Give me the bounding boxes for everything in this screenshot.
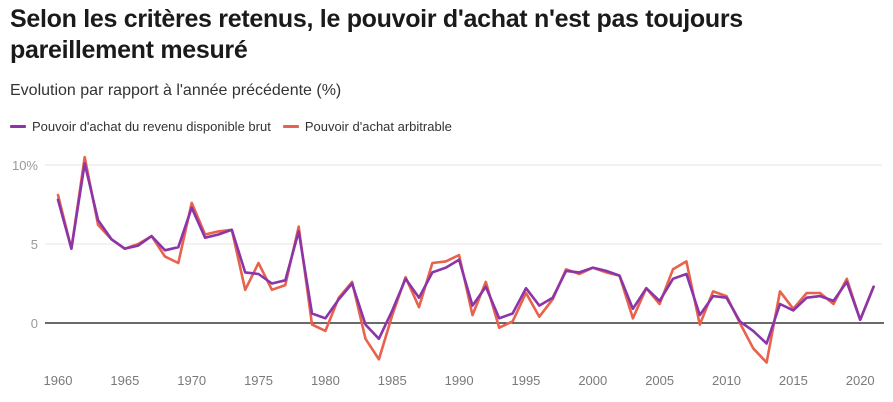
x-tick-label: 2015 [779,373,808,388]
x-tick-label: 2020 [846,373,875,388]
x-tick-label: 1980 [311,373,340,388]
legend-swatch-arbitrable [282,125,299,128]
legend-item-rdb[interactable]: Pouvoir d'achat du revenu disponible bru… [10,119,271,134]
x-tick-label: 1960 [44,373,73,388]
y-axis-ticks: 10% 5 0 [12,158,38,331]
legend-item-arbitrable[interactable]: Pouvoir d'achat arbitrable [282,119,452,134]
gridlines [45,164,884,324]
x-tick-label: 1965 [110,373,139,388]
x-tick-label: 1990 [445,373,474,388]
series-line-rdb[interactable] [56,162,875,345]
chart-title: Selon les critères retenus, le pouvoir d… [10,5,743,64]
chart-subtitle: Evolution par rapport à l'année précéden… [10,82,342,99]
y-tick-label: 0 [31,316,38,331]
series-line-arbitrable[interactable] [56,155,875,364]
data-series [56,155,875,364]
x-tick-label: 1975 [244,373,273,388]
y-tick-label: 10% [12,158,38,173]
x-axis-ticks: 1960 1965 1970 1975 1980 1985 1990 1995 2000 2005… [44,373,875,388]
x-tick-label: 2000 [578,373,607,388]
legend-swatch-rdb [10,125,26,128]
x-tick-label: 1995 [511,373,540,388]
x-tick-label: 1985 [378,373,407,388]
x-tick-label: 2010 [712,373,741,388]
x-tick-label: 2005 [645,373,674,388]
legend: Pouvoir d'achat du revenu disponible bru… [10,119,452,134]
legend-label-rdb: Pouvoir d'achat du revenu disponible bru… [32,119,271,134]
y-tick-label: 5 [31,237,38,252]
legend-label-arbitrable: Pouvoir d'achat arbitrable [304,119,452,134]
x-tick-label: 1970 [177,373,206,388]
